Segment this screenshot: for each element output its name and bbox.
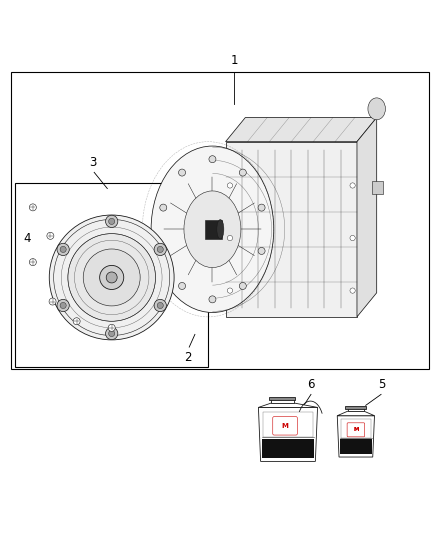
Bar <box>11 71 429 369</box>
Circle shape <box>227 288 233 293</box>
Circle shape <box>60 246 66 253</box>
Circle shape <box>350 288 355 293</box>
Circle shape <box>239 282 246 289</box>
Ellipse shape <box>99 265 124 289</box>
Polygon shape <box>337 416 374 457</box>
Text: M: M <box>282 423 289 429</box>
Text: 6: 6 <box>307 378 315 391</box>
Ellipse shape <box>217 220 224 239</box>
Ellipse shape <box>106 272 117 283</box>
Circle shape <box>154 300 166 312</box>
Bar <box>372 181 383 194</box>
Polygon shape <box>258 407 318 462</box>
Circle shape <box>106 327 118 340</box>
Circle shape <box>157 302 163 309</box>
Circle shape <box>47 232 54 239</box>
Bar <box>341 419 371 438</box>
Circle shape <box>239 169 246 176</box>
Polygon shape <box>258 403 318 407</box>
Polygon shape <box>337 411 374 416</box>
Ellipse shape <box>184 191 241 268</box>
FancyBboxPatch shape <box>273 417 297 435</box>
Ellipse shape <box>68 233 155 321</box>
Circle shape <box>106 215 118 228</box>
Circle shape <box>29 204 36 211</box>
Circle shape <box>160 204 167 211</box>
Ellipse shape <box>151 146 274 312</box>
Bar <box>205 220 222 239</box>
Bar <box>262 439 314 458</box>
Circle shape <box>350 183 355 188</box>
Text: 5: 5 <box>378 378 385 391</box>
Circle shape <box>109 330 115 336</box>
Bar <box>272 399 294 403</box>
Bar <box>226 142 357 317</box>
Text: 4: 4 <box>23 231 31 245</box>
Circle shape <box>29 259 36 265</box>
Circle shape <box>73 318 80 325</box>
Circle shape <box>227 236 233 241</box>
Polygon shape <box>357 118 377 317</box>
Text: M: M <box>353 427 359 432</box>
Bar <box>340 439 372 455</box>
FancyBboxPatch shape <box>347 423 364 437</box>
Circle shape <box>108 324 115 332</box>
Circle shape <box>179 282 186 289</box>
Bar <box>15 183 208 367</box>
Ellipse shape <box>83 249 140 306</box>
Circle shape <box>57 300 69 312</box>
Bar <box>263 412 313 437</box>
Text: 2: 2 <box>184 351 192 364</box>
Circle shape <box>160 247 167 254</box>
Ellipse shape <box>49 215 174 340</box>
Circle shape <box>209 156 216 163</box>
Circle shape <box>57 243 69 255</box>
Circle shape <box>154 243 166 255</box>
Text: 3: 3 <box>90 156 97 169</box>
Circle shape <box>258 247 265 254</box>
Bar <box>346 406 366 409</box>
Ellipse shape <box>368 98 385 120</box>
Circle shape <box>350 236 355 241</box>
Circle shape <box>258 204 265 211</box>
Circle shape <box>227 183 233 188</box>
Circle shape <box>179 169 186 176</box>
Bar <box>348 408 364 411</box>
Circle shape <box>49 298 56 305</box>
Text: M: M <box>353 427 359 432</box>
Bar <box>269 397 295 400</box>
Polygon shape <box>226 118 377 142</box>
Circle shape <box>60 302 66 309</box>
Circle shape <box>209 296 216 303</box>
Circle shape <box>157 246 163 253</box>
Circle shape <box>109 219 115 224</box>
Text: 1: 1 <box>230 54 238 67</box>
